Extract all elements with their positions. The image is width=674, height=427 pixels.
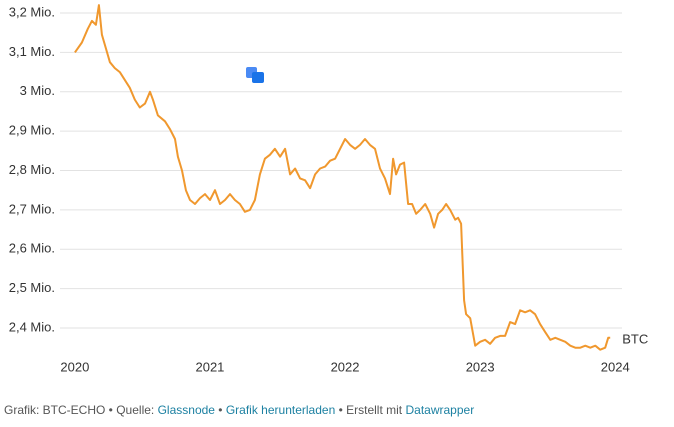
source-link[interactable]: Glassnode: [157, 403, 215, 417]
y-tick-label: 3 Mio.: [20, 83, 55, 98]
y-tick-label: 2,8 Mio.: [9, 162, 55, 177]
y-tick-label: 2,7 Mio.: [9, 201, 55, 216]
made-with: Erstellt mit: [346, 403, 403, 417]
source-label: Quelle:: [116, 403, 155, 417]
x-tick-label: 2022: [331, 359, 360, 374]
y-tick-label: 3,2 Mio.: [9, 4, 55, 19]
x-tick-label: 2020: [60, 359, 89, 374]
x-tick-label: 2021: [195, 359, 224, 374]
download-link[interactable]: Grafik herunterladen: [225, 403, 336, 417]
y-tick-label: 3,1 Mio.: [9, 44, 55, 59]
y-tick-label: 2,4 Mio.: [9, 319, 55, 334]
translate-icon: [246, 67, 264, 83]
y-tick-label: 2,9 Mio.: [9, 123, 55, 138]
series-line: [74, 4, 611, 351]
y-tick-label: 2,5 Mio.: [9, 280, 55, 295]
credit: Grafik: BTC-ECHO: [4, 403, 106, 417]
chart: 2,4 Mio. 2,5 Mio. 2,6 Mio. 2,7 Mio. 2,8 Mio.…: [9, 4, 648, 374]
series-label: BTC: [622, 331, 648, 346]
tool-link[interactable]: Datawrapper: [405, 403, 475, 417]
x-tick-label: 2023: [466, 359, 495, 374]
x-tick-label: 2024: [601, 359, 630, 374]
y-tick-label: 2,6 Mio.: [9, 241, 55, 256]
footer: Grafik: BTC-ECHO • Quelle: Glassnode • G…: [4, 403, 475, 417]
